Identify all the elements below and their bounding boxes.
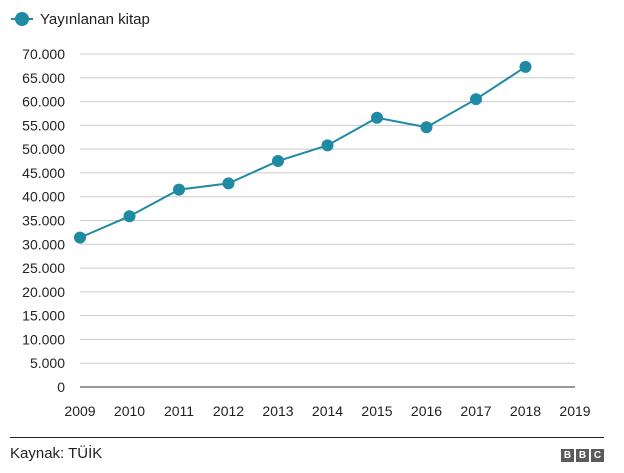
x-tick-label: 2017 — [460, 403, 491, 419]
y-tick-label: 10.000 — [22, 331, 65, 347]
y-tick-label: 40.000 — [22, 189, 65, 205]
bbc-logo: B B C — [561, 449, 604, 462]
data-point — [74, 231, 86, 244]
footer: Kaynak: TÜİK B B C — [10, 437, 604, 462]
data-point — [420, 121, 433, 134]
x-tick-label: 2012 — [213, 403, 244, 419]
source-text: Kaynak: TÜİK — [10, 445, 103, 462]
x-tick-label: 2016 — [411, 403, 442, 419]
data-point — [321, 139, 334, 152]
y-tick-label: 20.000 — [22, 284, 65, 300]
y-tick-label: 0 — [57, 379, 65, 395]
y-tick-label: 30.000 — [22, 236, 65, 252]
x-tick-label: 2011 — [164, 403, 194, 419]
data-points — [74, 60, 532, 244]
data-point — [123, 210, 136, 223]
series-line — [79, 66, 527, 239]
data-point — [470, 93, 482, 106]
y-tick-label: 25.000 — [22, 260, 65, 276]
data-point — [222, 177, 235, 190]
y-tick-label: 50.000 — [22, 141, 65, 157]
x-axis-tick-labels: 2009 2010 2011 2012 2013 2014 2015 2016 2017 2018… — [64, 403, 590, 419]
data-point — [173, 183, 185, 196]
x-tick-label: 2019 — [559, 403, 590, 419]
y-tick-label: 35.000 — [22, 213, 65, 229]
data-point — [519, 60, 532, 73]
line-chart: Yayınlanan kitap 0 5.000 10.000 15.000 20.00… — [11, 11, 591, 419]
y-axis-tick-labels: 0 5.000 10.000 15.000 20.000 25.000 30.000 35.0… — [22, 46, 65, 395]
y-tick-label: 45.000 — [22, 165, 65, 181]
x-tick-label: 2015 — [361, 403, 392, 419]
x-tick-label: 2013 — [262, 403, 293, 419]
legend-label: Yayınlanan kitap — [40, 11, 150, 28]
data-point — [272, 155, 284, 168]
gridlines — [80, 53, 575, 364]
x-tick-label: 2014 — [312, 403, 343, 419]
logo-letter: B — [561, 449, 574, 462]
y-tick-label: 70.000 — [22, 46, 65, 62]
x-tick-label: 2018 — [510, 403, 541, 419]
legend-dot-marker — [15, 12, 29, 26]
legend: Yayınlanan kitap — [11, 11, 150, 28]
y-tick-label: 15.000 — [22, 308, 65, 324]
y-tick-label: 65.000 — [22, 70, 65, 86]
y-tick-label: 60.000 — [22, 94, 65, 110]
x-tick-label: 2010 — [114, 403, 145, 419]
x-tick-label: 2009 — [64, 403, 95, 419]
data-point — [371, 111, 383, 124]
logo-letter: B — [576, 449, 589, 462]
y-tick-label: 55.000 — [22, 117, 65, 133]
logo-letter: C — [591, 449, 604, 462]
y-tick-label: 5.000 — [30, 355, 65, 371]
